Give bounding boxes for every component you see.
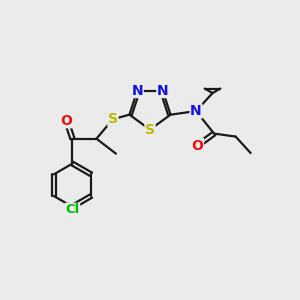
Text: N: N — [157, 83, 169, 98]
Text: Cl: Cl — [65, 203, 80, 216]
Text: S: S — [145, 123, 155, 136]
Text: O: O — [61, 114, 72, 128]
Text: S: S — [108, 112, 118, 126]
Text: N: N — [190, 104, 202, 118]
Text: O: O — [192, 139, 203, 153]
Text: N: N — [131, 83, 143, 98]
